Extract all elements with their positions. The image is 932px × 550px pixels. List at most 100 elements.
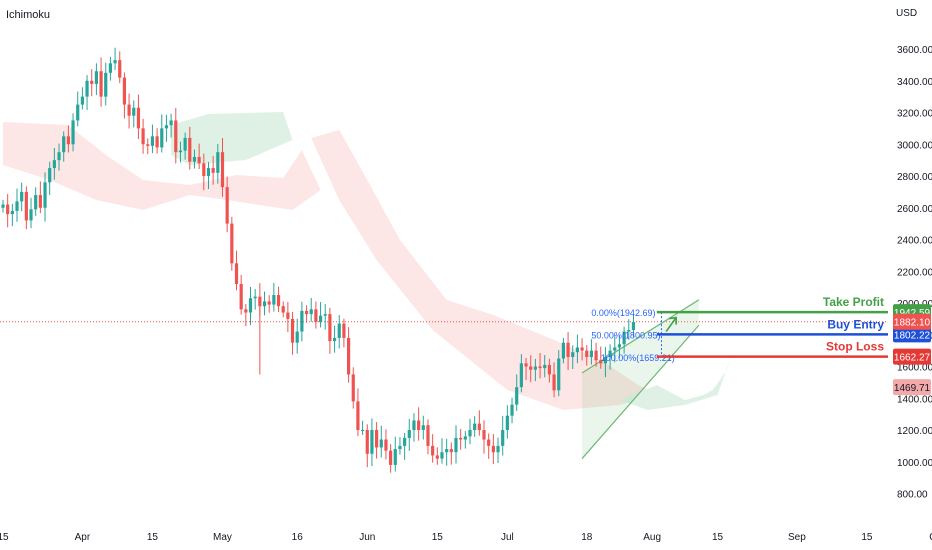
candle[interactable] xyxy=(80,96,84,105)
candle[interactable] xyxy=(309,309,313,315)
candle[interactable] xyxy=(52,160,56,169)
candle[interactable] xyxy=(365,430,369,454)
candle[interactable] xyxy=(150,136,155,146)
candle[interactable] xyxy=(267,301,271,305)
candle[interactable] xyxy=(220,152,225,188)
candle[interactable] xyxy=(375,430,379,448)
candle[interactable] xyxy=(580,347,584,351)
candle[interactable] xyxy=(421,425,425,430)
candle[interactable] xyxy=(552,374,556,391)
candle[interactable] xyxy=(160,128,164,148)
candle[interactable] xyxy=(543,364,547,369)
candle[interactable] xyxy=(515,387,519,405)
candle[interactable] xyxy=(146,144,150,146)
candle[interactable] xyxy=(104,72,108,97)
candle[interactable] xyxy=(477,423,481,430)
candle[interactable] xyxy=(71,120,75,145)
candle[interactable] xyxy=(216,152,220,173)
candle[interactable] xyxy=(412,420,416,430)
candle[interactable] xyxy=(473,423,477,430)
candle[interactable] xyxy=(631,322,636,330)
candle[interactable] xyxy=(48,168,52,183)
candle[interactable] xyxy=(529,366,533,370)
candle[interactable] xyxy=(43,182,47,208)
candle[interactable] xyxy=(248,298,253,313)
candle[interactable] xyxy=(454,437,458,453)
candle[interactable] xyxy=(253,296,257,299)
candle[interactable] xyxy=(24,191,28,221)
candle[interactable] xyxy=(155,136,159,148)
candle[interactable] xyxy=(174,120,178,153)
candle[interactable] xyxy=(94,71,98,84)
candle[interactable] xyxy=(202,163,206,176)
candle[interactable] xyxy=(262,301,267,307)
candle[interactable] xyxy=(295,331,299,343)
candle[interactable] xyxy=(417,420,421,430)
candle[interactable] xyxy=(15,201,19,211)
candle[interactable] xyxy=(304,310,309,315)
candle[interactable] xyxy=(575,347,580,353)
candle[interactable] xyxy=(20,191,24,202)
candle[interactable] xyxy=(127,104,131,116)
candle[interactable] xyxy=(356,401,360,430)
candle[interactable] xyxy=(622,331,626,345)
candle[interactable] xyxy=(505,415,509,430)
candle[interactable] xyxy=(487,439,491,446)
candle[interactable] xyxy=(435,455,439,459)
candle[interactable] xyxy=(323,314,327,316)
candle[interactable] xyxy=(496,445,500,453)
candle[interactable] xyxy=(85,80,89,97)
candle[interactable] xyxy=(234,263,239,284)
candle[interactable] xyxy=(314,309,318,323)
candle[interactable] xyxy=(90,80,94,84)
candle[interactable] xyxy=(440,452,444,459)
candle[interactable] xyxy=(491,445,495,453)
channel-lower-line[interactable] xyxy=(581,324,700,459)
candle[interactable] xyxy=(29,209,33,221)
candle[interactable] xyxy=(384,439,388,451)
candle[interactable] xyxy=(510,404,514,416)
candle[interactable] xyxy=(617,344,622,348)
candle[interactable] xyxy=(290,318,295,343)
candle[interactable] xyxy=(603,356,608,364)
candle[interactable] xyxy=(547,364,551,375)
candle[interactable] xyxy=(225,187,229,224)
candle[interactable] xyxy=(57,152,61,161)
candle[interactable] xyxy=(122,77,127,105)
candle[interactable] xyxy=(76,104,80,121)
candle[interactable] xyxy=(403,437,407,446)
candle[interactable] xyxy=(132,107,136,116)
candle[interactable] xyxy=(244,309,248,313)
candle[interactable] xyxy=(113,60,117,64)
candle[interactable] xyxy=(169,120,173,126)
candle[interactable] xyxy=(524,363,528,367)
indicator-name[interactable]: Ichimoku xyxy=(6,9,51,21)
candle[interactable] xyxy=(10,210,14,215)
candle[interactable] xyxy=(300,310,304,332)
candle[interactable] xyxy=(566,342,570,357)
candle[interactable] xyxy=(197,156,201,164)
candle[interactable] xyxy=(431,445,435,456)
candle[interactable] xyxy=(342,323,346,338)
candle[interactable] xyxy=(6,204,10,215)
candle[interactable] xyxy=(337,323,341,338)
candle[interactable] xyxy=(599,360,603,364)
candle[interactable] xyxy=(482,430,486,440)
candle[interactable] xyxy=(561,342,565,359)
candle[interactable] xyxy=(38,195,42,208)
candle[interactable] xyxy=(370,430,374,454)
candle[interactable] xyxy=(501,430,505,446)
candle[interactable] xyxy=(463,436,467,440)
candle[interactable] xyxy=(533,366,537,370)
candle[interactable] xyxy=(99,71,103,97)
candle[interactable] xyxy=(141,128,145,145)
candle[interactable] xyxy=(449,449,453,453)
candle[interactable] xyxy=(230,223,234,264)
candle[interactable] xyxy=(393,449,397,465)
candle[interactable] xyxy=(281,306,285,313)
candle[interactable] xyxy=(468,430,472,437)
candle[interactable] xyxy=(118,60,122,78)
candle[interactable] xyxy=(538,366,542,369)
candle[interactable] xyxy=(272,295,276,305)
